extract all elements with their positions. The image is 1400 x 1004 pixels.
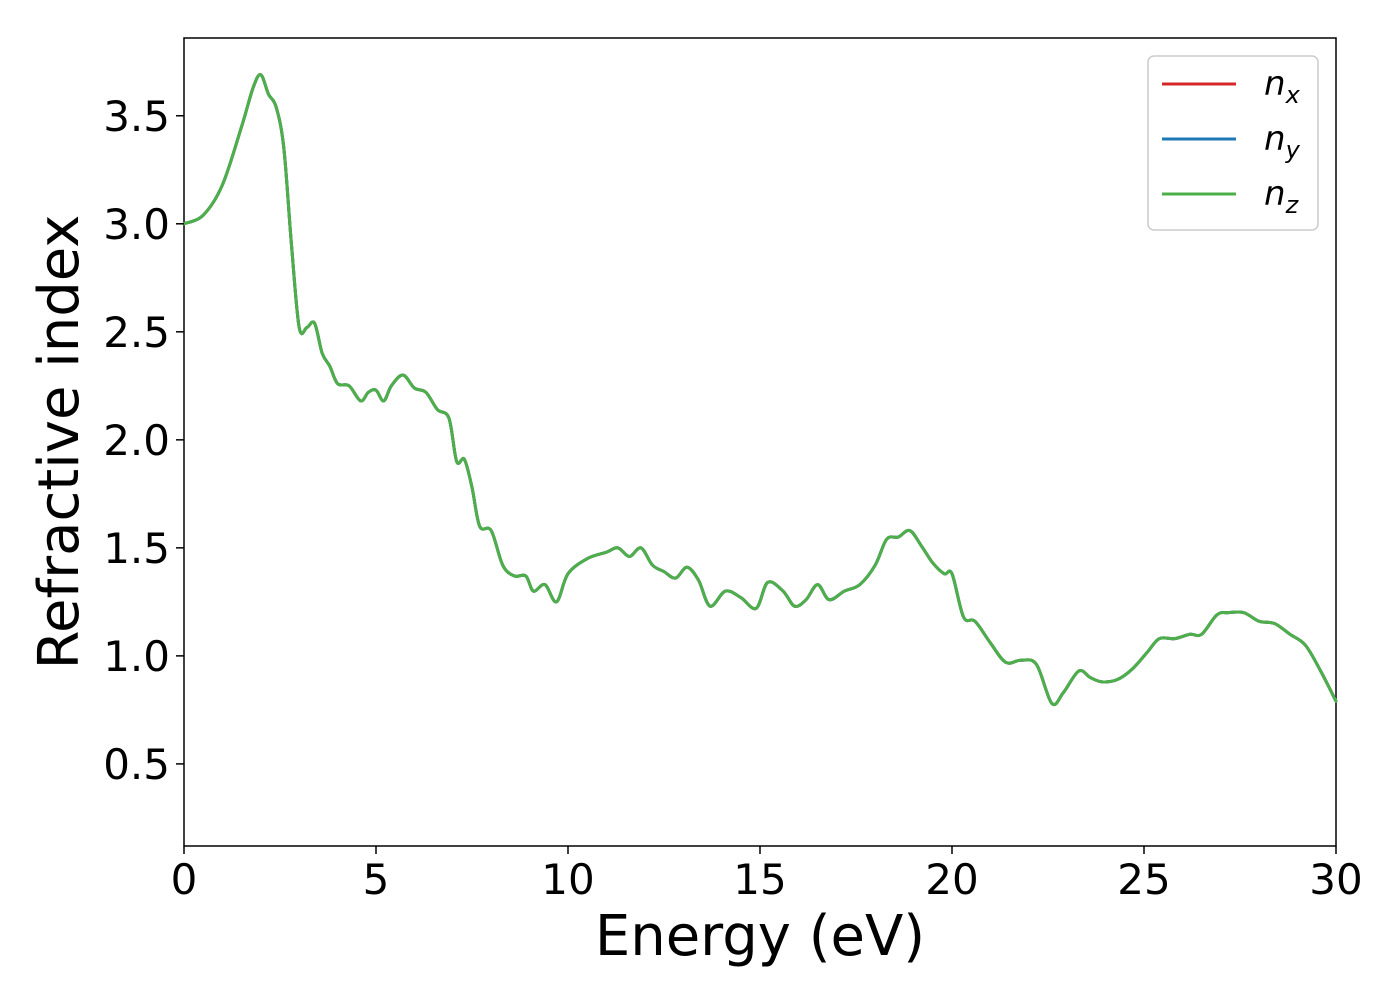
legend: nx ny nz [1147,55,1319,231]
y-tick-label: 1.5 [103,524,170,573]
y-tick-label: 0.5 [103,740,170,789]
x-tick-label: 25 [1117,855,1170,904]
x-tick-label: 30 [1309,855,1362,904]
plot-frame [183,37,1337,847]
x-tick-label: 0 [171,855,198,904]
x-tick-label: 15 [733,855,786,904]
y-tick-label: 2.5 [103,308,170,357]
plot-area [183,37,1337,847]
series-layer [182,73,1338,707]
y-tick-label: 2.0 [103,416,170,465]
x-tick-label: 10 [541,855,594,904]
y-axis-ticks: 0.5 1.0 1.5 2.0 2.5 3.0 3.5 [103,92,184,789]
y-axis-label: Refractive index [27,215,92,670]
x-tick-label: 5 [363,855,390,904]
legend-label: nx [1264,64,1301,109]
x-tick-label: 20 [925,855,978,904]
legend-label: ny [1264,119,1301,164]
x-axis-ticks: 0 5 10 15 20 25 30 [171,846,1363,904]
y-tick-label: 1.0 [103,632,170,681]
series-line-n-z [182,73,1338,707]
legend-box [1147,55,1319,231]
y-tick-label: 3.5 [103,92,170,141]
legend-label: nz [1264,174,1300,219]
x-axis-label: Energy (eV) [595,904,925,969]
y-tick-label: 3.0 [103,200,170,249]
